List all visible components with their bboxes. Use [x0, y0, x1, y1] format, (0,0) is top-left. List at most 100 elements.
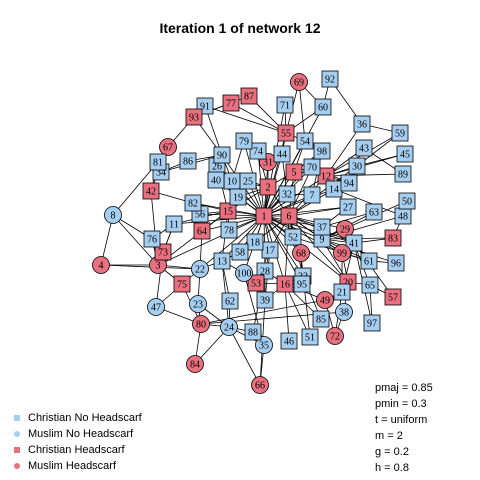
- node-label: 70: [307, 163, 317, 174]
- node-label: 14: [329, 185, 339, 196]
- node-circle: [104, 206, 122, 224]
- node-label: 41: [349, 239, 359, 250]
- chart-title: Iteration 1 of network 12: [159, 20, 321, 36]
- node-2: 2: [259, 178, 277, 196]
- node-label: 83: [388, 234, 398, 245]
- node-13: 13: [213, 252, 231, 270]
- node-68: 68: [292, 244, 310, 262]
- node-21: 21: [333, 283, 351, 301]
- node-label: 32: [282, 190, 292, 201]
- node-label: 89: [398, 170, 408, 181]
- node-22: 22: [191, 260, 209, 278]
- node-label: 97: [367, 319, 377, 330]
- edge-12-89: [325, 173, 404, 177]
- node-square: [313, 142, 331, 160]
- node-73: 73: [154, 243, 172, 261]
- node-64: 64: [193, 222, 211, 240]
- node-74: 74: [249, 142, 267, 160]
- node-75: 75: [173, 275, 191, 293]
- node-label: 91: [200, 102, 210, 113]
- node-41: 41: [345, 234, 363, 252]
- node-label: 63: [369, 208, 379, 219]
- node-square: [303, 158, 321, 176]
- node-27: 27: [339, 198, 357, 216]
- node-54: 54: [296, 132, 314, 150]
- node-36: 36: [353, 115, 371, 133]
- node-80: 80: [192, 315, 210, 333]
- node-circle: [251, 376, 269, 394]
- node-square: [193, 222, 211, 240]
- node-square: [273, 145, 291, 163]
- node-label: 58: [235, 248, 245, 259]
- node-48: 48: [394, 207, 412, 225]
- node-square: [213, 252, 231, 270]
- node-label: 52: [288, 233, 298, 244]
- node-square: [247, 274, 265, 292]
- node-label: 21: [337, 288, 347, 299]
- node-circle: [255, 336, 273, 354]
- node-square: [185, 108, 203, 126]
- node-label: 60: [318, 103, 328, 114]
- node-square: [220, 221, 238, 239]
- node-square: [222, 94, 240, 112]
- node-label: 87: [244, 92, 254, 103]
- edge-8-81: [112, 161, 159, 216]
- edge-41-57: [353, 242, 394, 298]
- node-49: 49: [316, 291, 334, 309]
- node-square: [394, 165, 412, 183]
- edge-55-77: [230, 102, 287, 134]
- node-37: 37: [313, 218, 331, 236]
- edge-16-46: [284, 283, 290, 342]
- node-label: 49: [320, 296, 330, 307]
- param-pmin: pmin = 0.3: [375, 398, 427, 410]
- node-label: 19: [233, 193, 243, 204]
- edge-6-16: [284, 215, 290, 285]
- node-label: 78: [224, 226, 234, 237]
- legend-label: Muslim No Headscarf: [28, 428, 134, 440]
- node-label: 90: [217, 151, 227, 162]
- node-circle: [326, 327, 344, 345]
- node-label: 35: [259, 341, 269, 352]
- node-square: [246, 233, 264, 251]
- node-38: 38: [335, 303, 353, 321]
- legend: Christian No Headscarf Muslim No Headsca…: [14, 410, 142, 474]
- node-label: 4: [99, 261, 104, 272]
- edge-1-60: [263, 106, 324, 217]
- node-square: [303, 186, 321, 204]
- edge-52-61: [292, 236, 370, 262]
- node-label: 37: [317, 223, 327, 234]
- node-97: 97: [363, 314, 381, 332]
- node-15: 15: [219, 202, 237, 220]
- edge-37-63: [321, 211, 375, 228]
- node-50: 50: [398, 192, 416, 210]
- node-47: 47: [147, 298, 165, 316]
- node-62: 62: [221, 292, 239, 310]
- node-59: 59: [391, 124, 409, 142]
- edge-24-66: [228, 326, 261, 386]
- edge-16-51: [284, 283, 311, 338]
- node-83: 83: [384, 229, 402, 247]
- edge-6-30: [288, 165, 358, 217]
- node-8: 8: [104, 206, 122, 224]
- node-60: 60: [314, 98, 332, 116]
- node-label: 88: [248, 328, 258, 339]
- node-square: [207, 171, 225, 189]
- node-label: 38: [339, 308, 349, 319]
- node-square: [149, 153, 167, 171]
- node-1: 1: [255, 207, 273, 225]
- node-label: 18: [250, 238, 260, 249]
- node-58: 58: [231, 243, 249, 261]
- edge-9-48: [321, 215, 404, 240]
- edge-3-8: [112, 214, 159, 266]
- node-label: 6: [287, 212, 292, 223]
- edge-1-14: [263, 188, 335, 217]
- node-19: 19: [229, 188, 247, 206]
- node-55: 55: [277, 124, 295, 142]
- node-square: [255, 207, 273, 225]
- node-84: 84: [186, 355, 204, 373]
- node-label: 85: [316, 315, 326, 326]
- node-label: 69: [294, 78, 304, 89]
- node-label: 23: [193, 300, 203, 311]
- node-7: 7: [303, 186, 321, 204]
- node-label: 3: [156, 261, 161, 272]
